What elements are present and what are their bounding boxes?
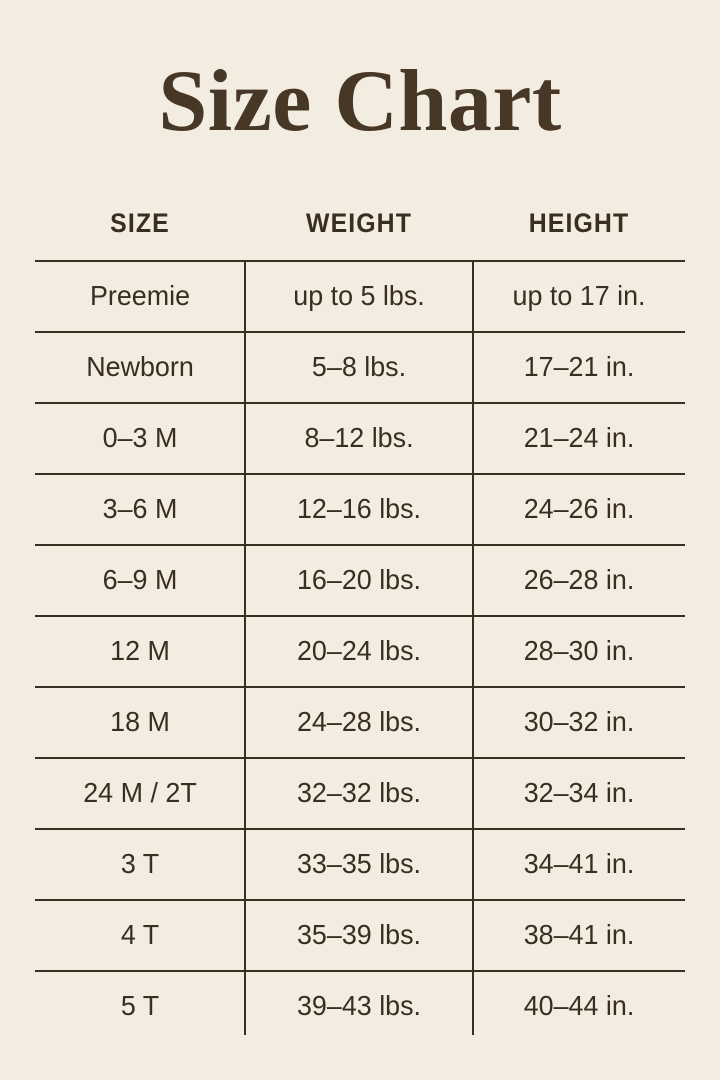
- column-header-size: SIZE: [110, 207, 170, 238]
- row-divider: [35, 686, 685, 688]
- table-row: 4 T 35–39 lbs. 38–41 in.: [35, 899, 685, 970]
- cell-weight: 24–28 lbs.: [296, 705, 422, 737]
- cell-size: 0–3 M: [102, 421, 178, 453]
- cell-size: 6–9 M: [102, 563, 178, 595]
- table-row: 0–3 M 8–12 lbs. 21–24 in.: [35, 402, 685, 473]
- row-divider: [35, 970, 685, 972]
- cell-weight: 16–20 lbs.: [296, 563, 422, 595]
- row-divider: [35, 544, 685, 546]
- cell-size: 5 T: [120, 989, 160, 1021]
- table-row: 3–6 M 12–16 lbs. 24–26 in.: [35, 473, 685, 544]
- cell-height: 17–21 in.: [523, 350, 635, 382]
- table-row: 24 M / 2T 32–32 lbs. 32–34 in.: [35, 757, 685, 828]
- row-divider: [35, 757, 685, 759]
- cell-size: 12 M: [110, 634, 170, 666]
- cell-size: 3 T: [120, 847, 160, 879]
- cell-weight: 33–35 lbs.: [296, 847, 422, 879]
- cell-size: 18 M: [110, 705, 170, 737]
- cell-height: up to 17 in.: [512, 279, 646, 311]
- cell-height: 40–44 in.: [523, 989, 635, 1021]
- cell-height: 34–41 in.: [523, 847, 635, 879]
- column-header-weight: WEIGHT: [306, 207, 412, 238]
- table-row: 18 M 24–28 lbs. 30–32 in.: [35, 686, 685, 757]
- cell-size: 3–6 M: [102, 492, 178, 524]
- cell-height: 26–28 in.: [523, 563, 635, 595]
- column-divider-2: [472, 260, 474, 1035]
- page-title: Size Chart: [158, 53, 562, 150]
- cell-weight: 12–16 lbs.: [296, 492, 422, 524]
- row-divider-top: [35, 260, 685, 262]
- row-divider: [35, 473, 685, 475]
- cell-size: Newborn: [86, 350, 194, 382]
- row-divider: [35, 828, 685, 830]
- table-row: 12 M 20–24 lbs. 28–30 in.: [35, 615, 685, 686]
- cell-size: 24 M / 2T: [83, 776, 197, 808]
- row-divider: [35, 615, 685, 617]
- column-header-height: HEIGHT: [528, 207, 630, 238]
- cell-height: 32–34 in.: [523, 776, 635, 808]
- cell-weight: 39–43 lbs.: [296, 989, 422, 1021]
- row-divider: [35, 331, 685, 333]
- cell-height: 28–30 in.: [523, 634, 635, 666]
- cell-height: 38–41 in.: [523, 918, 635, 950]
- table-body: Preemie up to 5 lbs. up to 17 in. Newbor…: [35, 260, 685, 1041]
- cell-height: 24–26 in.: [523, 492, 635, 524]
- table-header-row: SIZE WEIGHT HEIGHT: [35, 186, 685, 260]
- cell-weight: 35–39 lbs.: [296, 918, 422, 950]
- size-chart-table: SIZE WEIGHT HEIGHT Preemie up to 5 lbs. …: [35, 186, 685, 1036]
- cell-height: 30–32 in.: [523, 705, 635, 737]
- cell-weight: 32–32 lbs.: [296, 776, 422, 808]
- row-divider: [35, 899, 685, 901]
- cell-weight: 8–12 lbs.: [304, 421, 414, 453]
- cell-weight: up to 5 lbs.: [293, 279, 425, 311]
- table-row: 6–9 M 16–20 lbs. 26–28 in.: [35, 544, 685, 615]
- column-divider-1: [244, 260, 246, 1035]
- cell-weight: 5–8 lbs.: [311, 350, 407, 382]
- table-row: 5 T 39–43 lbs. 40–44 in.: [35, 970, 685, 1041]
- row-divider: [35, 402, 685, 404]
- table-row: Preemie up to 5 lbs. up to 17 in.: [35, 260, 685, 331]
- cell-size: 4 T: [120, 918, 160, 950]
- cell-height: 21–24 in.: [523, 421, 635, 453]
- table-row: Newborn 5–8 lbs. 17–21 in.: [35, 331, 685, 402]
- cell-size: Preemie: [89, 279, 191, 311]
- table-row: 3 T 33–35 lbs. 34–41 in.: [35, 828, 685, 899]
- cell-weight: 20–24 lbs.: [296, 634, 422, 666]
